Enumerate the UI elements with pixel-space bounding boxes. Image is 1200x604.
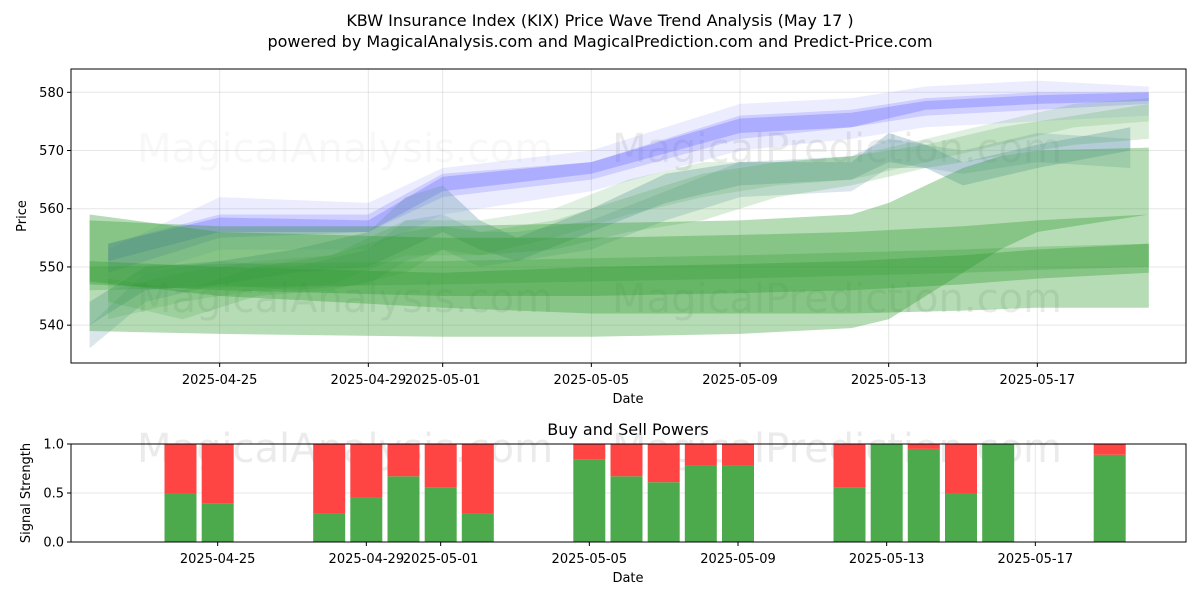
watermark-text: MagicalAnalysis.com <box>137 276 553 322</box>
buy-bar <box>350 497 383 542</box>
signal-title: Buy and Sell Powers <box>547 420 709 439</box>
sell-bar <box>387 444 420 477</box>
signal-axes-frame <box>70 443 1187 543</box>
price-watermarks: MagicalAnalysis.com MagicalPrediction.co… <box>137 126 1062 322</box>
wave-band-green-band-3 <box>89 243 1149 291</box>
x-tick-label: 2025-05-09 <box>700 552 776 567</box>
x-tick-label: 2025-05-05 <box>554 373 630 388</box>
x-tick-label: 2025-05-01 <box>405 373 481 388</box>
price-x-label: Date <box>612 392 643 407</box>
watermark-text: MagicalPrediction.com <box>612 276 1062 322</box>
sell-bar <box>907 444 940 449</box>
wave-band-blue-wave-2 <box>108 92 1149 273</box>
buy-bar <box>833 487 866 542</box>
buy-bar <box>424 487 457 542</box>
x-tick-label: 2025-04-25 <box>182 373 258 388</box>
wave-band-green-wave-light-2 <box>108 98 1149 320</box>
wave-band-green-wave-light-1 <box>108 103 1149 320</box>
wave-band-green-band-outer <box>89 147 1149 337</box>
buy-bar <box>1093 454 1126 542</box>
buy-bar <box>870 444 903 542</box>
price-axes-frame <box>70 68 1187 364</box>
y-tick-label: 1.0 <box>43 438 64 453</box>
signal-y-label: Signal Strength <box>19 443 34 543</box>
buy-bar <box>461 513 494 542</box>
buy-bar <box>164 493 197 542</box>
wave-band-blue-wave-1 <box>108 80 1149 285</box>
sell-bar <box>201 444 234 504</box>
y-tick-label: 0.0 <box>43 536 64 551</box>
x-tick-label: 2025-05-13 <box>849 552 925 567</box>
x-tick-label: 2025-05-09 <box>702 373 778 388</box>
sell-bar <box>647 444 680 483</box>
y-tick-label: 560 <box>39 202 64 217</box>
watermark-text: MagicalPrediction.com <box>612 126 1062 172</box>
signal-panel: Buy and Sell Powers MagicalAnalysis.com … <box>19 420 1187 586</box>
signal-y-axis: 0.0 0.5 1.0 <box>43 438 71 551</box>
sell-bar <box>424 444 457 488</box>
sell-bar <box>313 444 346 514</box>
buy-bar <box>313 513 346 542</box>
x-tick-label: 2025-04-29 <box>331 373 407 388</box>
buy-bar <box>722 465 754 542</box>
wave-band-green-band-2 <box>89 243 1149 314</box>
sell-bar <box>573 444 606 460</box>
x-tick-label: 2025-05-17 <box>1000 373 1076 388</box>
price-series <box>89 80 1149 349</box>
y-tick-label: 0.5 <box>43 487 64 502</box>
buy-bar <box>945 493 977 542</box>
signal-bars <box>164 444 1126 542</box>
sell-bar <box>833 444 866 488</box>
y-tick-label: 550 <box>39 260 64 275</box>
signal-x-label: Date <box>612 571 643 586</box>
watermark-text: MagicalAnalysis.com <box>137 126 553 172</box>
y-tick-label: 570 <box>39 144 64 159</box>
price-grid <box>71 69 1186 363</box>
x-tick-label: 2025-05-01 <box>403 552 479 567</box>
buy-bar <box>610 476 643 542</box>
x-tick-label: 2025-04-25 <box>180 552 256 567</box>
buy-bar <box>982 444 1015 542</box>
y-tick-label: 540 <box>39 319 64 334</box>
sell-bar <box>1093 444 1126 455</box>
x-tick-label: 2025-04-29 <box>329 552 405 567</box>
x-tick-label: 2025-05-05 <box>552 552 628 567</box>
wave-band-steel-wave-2 <box>89 133 1131 349</box>
y-tick-label: 580 <box>39 86 64 101</box>
wave-band-green-band-1 <box>89 214 1149 296</box>
sell-bar <box>350 444 383 498</box>
x-tick-label: 2025-05-13 <box>851 373 927 388</box>
buy-bar <box>907 448 940 542</box>
chart-subtitle: powered by MagicalAnalysis.com and Magic… <box>267 32 932 51</box>
sell-bar <box>164 444 197 493</box>
sell-bar <box>610 444 643 477</box>
price-y-label: Price <box>15 200 30 232</box>
sell-bar <box>461 444 494 514</box>
x-tick-label: 2025-05-17 <box>998 552 1074 567</box>
sell-bar <box>722 444 754 466</box>
sell-bar <box>945 444 977 493</box>
price-panel: MagicalAnalysis.com MagicalPrediction.co… <box>15 68 1187 407</box>
buy-bar <box>201 503 234 542</box>
buy-bar <box>684 465 717 542</box>
buy-bar <box>573 459 606 542</box>
buy-bar <box>647 482 680 542</box>
price-y-axis: 540 550 560 570 580 <box>39 86 71 334</box>
chart-title: KBW Insurance Index (KIX) Price Wave Tre… <box>346 11 853 30</box>
buy-bar <box>387 476 420 542</box>
sell-bar <box>684 444 717 466</box>
